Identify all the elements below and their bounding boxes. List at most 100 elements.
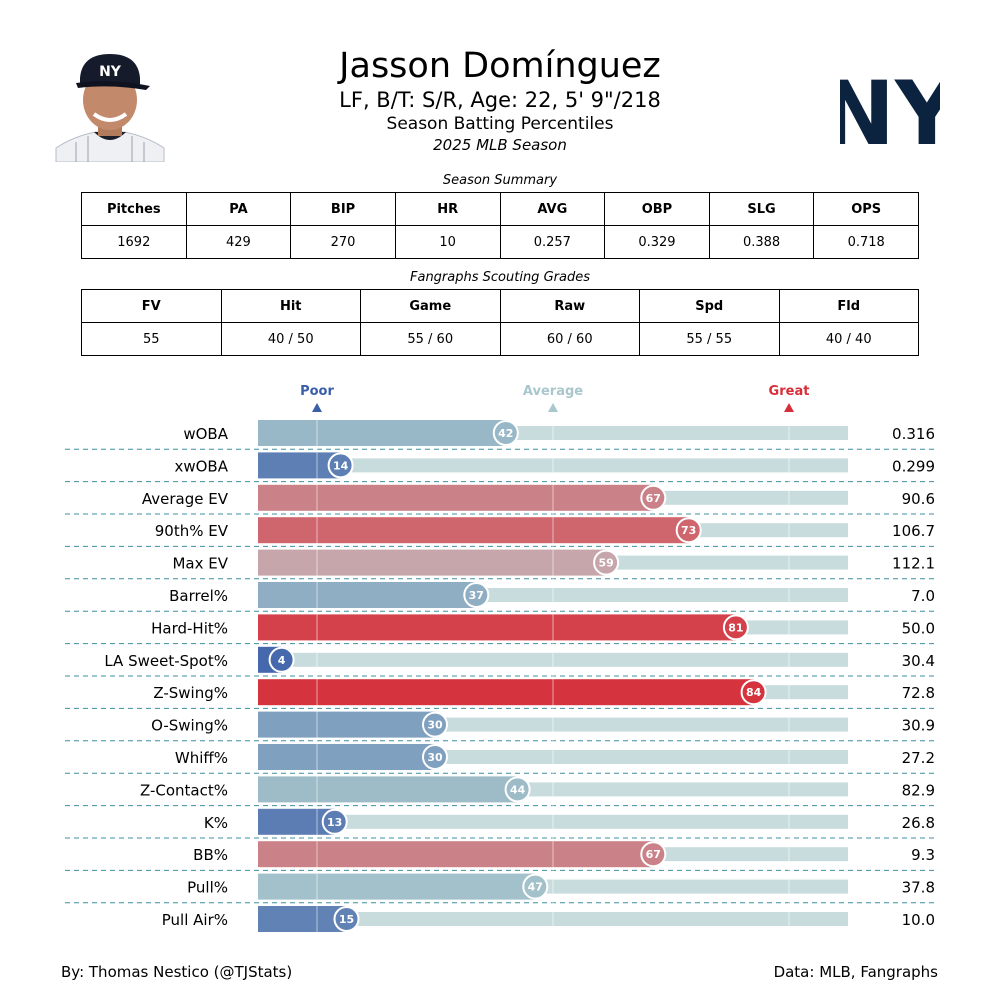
metric-label: Barrel% xyxy=(169,587,228,605)
summary-header-cell: OPS xyxy=(813,192,919,226)
percentile-bar xyxy=(258,420,506,446)
percentile-bar xyxy=(258,744,435,770)
percentile-bar xyxy=(258,776,518,803)
summary-header-cell: PA xyxy=(185,192,292,226)
summary-value-cell: 0.388 xyxy=(708,225,815,259)
scouting-value-cell: 40 / 40 xyxy=(778,322,919,356)
metric-value: 0.299 xyxy=(892,457,935,475)
metric-label: BB% xyxy=(193,846,228,864)
summary-value-cell: 10 xyxy=(394,225,501,259)
percentile-marker xyxy=(675,517,702,544)
svg-text:NY: NY xyxy=(840,62,940,160)
percentile-value-label: 42 xyxy=(498,427,513,440)
percentile-marker xyxy=(422,744,448,770)
scouting-table-caption: Fangraphs Scouting Grades xyxy=(410,270,590,285)
metric-label: K% xyxy=(204,814,228,832)
scale-marker-icon xyxy=(312,403,322,412)
percentile-marker xyxy=(522,873,549,900)
percentile-marker xyxy=(640,484,667,511)
scale-marker-icon xyxy=(548,403,558,412)
percentile-marker xyxy=(740,679,767,706)
percentile-value-label: 15 xyxy=(339,913,354,926)
percentile-value-label: 67 xyxy=(646,848,661,861)
team-logo: NY xyxy=(821,52,960,165)
chart-subtitle: Season Batting Percentiles xyxy=(386,114,614,134)
percentile-bar xyxy=(258,549,607,576)
metric-label: Z-Swing% xyxy=(153,684,228,702)
scouting-value-cell: 55 / 55 xyxy=(639,322,780,356)
metric-value: 37.8 xyxy=(902,879,935,897)
percentile-marker xyxy=(321,808,348,835)
scouting-header-cell: FV xyxy=(81,289,222,323)
metric-value: 72.8 xyxy=(902,684,935,702)
summary-header-cell: Pitches xyxy=(81,192,187,226)
summary-header-row: Pitches PA BIP HR AVG OBP SLG OPS xyxy=(81,192,919,226)
percentile-marker xyxy=(463,582,490,608)
percentile-chart: Poor Average Great wOBA 0.316 xwOBA 0.299 Avera… xyxy=(65,384,935,932)
summary-value-cell: 270 xyxy=(290,225,396,259)
summary-value-cell: 0.329 xyxy=(604,225,710,259)
percentile-value-label: 81 xyxy=(728,621,743,634)
scouting-header-cell: Raw xyxy=(499,289,640,323)
scouting-value-cell: 55 xyxy=(81,322,222,356)
metric-label: 90th% EV xyxy=(155,522,229,540)
player-headshot-image: NY xyxy=(55,54,165,163)
percentile-marker xyxy=(492,420,519,446)
percentile-value-label: 30 xyxy=(427,751,443,764)
metric-value: 26.8 xyxy=(902,814,935,832)
metric-label: Max EV xyxy=(172,555,228,573)
scale-label-poor: Poor xyxy=(300,384,334,399)
percentile-value-label: 14 xyxy=(333,459,349,472)
percentile-bar xyxy=(258,679,754,706)
summary-header-cell: OBP xyxy=(604,192,710,226)
metric-value: 7.0 xyxy=(911,587,935,605)
player-headshot: NY xyxy=(54,52,166,163)
metric-value: 27.2 xyxy=(902,749,935,767)
scale-marker-icon xyxy=(784,403,794,412)
percentile-bar xyxy=(258,711,435,738)
summary-table-caption: Season Summary xyxy=(442,173,558,188)
percentile-marker xyxy=(333,906,360,932)
scouting-header-cell: Fld xyxy=(778,289,919,323)
metric-value: 0.316 xyxy=(892,425,935,443)
season-summary-table: Pitches PA BIP HR AVG OBP SLG OPS 1692 4… xyxy=(81,192,919,259)
scouting-value-row: 55 40 / 50 55 / 60 60 / 60 55 / 55 40 / … xyxy=(81,322,919,356)
metric-value: 112.1 xyxy=(892,555,935,573)
percentile-value-label: 13 xyxy=(327,816,342,829)
percentile-value-label: 67 xyxy=(646,492,661,505)
percentile-marker xyxy=(640,841,667,868)
summary-value-cell: 0.257 xyxy=(499,225,606,259)
scouting-value-cell: 60 / 60 xyxy=(499,322,640,356)
summary-value-cell: 429 xyxy=(185,225,292,259)
metric-value: 10.0 xyxy=(902,911,935,929)
metric-value: 30.9 xyxy=(902,717,935,735)
season-label: 2025 MLB Season xyxy=(433,136,567,154)
percentile-bar xyxy=(258,452,341,479)
percentile-value-label: 59 xyxy=(598,557,613,570)
scouting-value-cell: 55 / 60 xyxy=(360,322,501,356)
percentile-value-label: 73 xyxy=(681,524,696,537)
metric-label: xwOBA xyxy=(174,457,228,475)
percentile-bar xyxy=(258,582,477,608)
metric-value: 30.4 xyxy=(902,652,935,670)
percentile-value-label: 37 xyxy=(469,589,484,602)
footer-source: Data: MLB, Fangraphs xyxy=(773,963,938,981)
metric-label: O-Swing% xyxy=(151,717,228,735)
metric-label: LA Sweet-Spot% xyxy=(104,652,228,670)
metric-value: 106.7 xyxy=(892,522,935,540)
scouting-value-cell: 40 / 50 xyxy=(220,322,361,356)
percentile-marker xyxy=(593,549,620,576)
summary-header-cell: AVG xyxy=(499,192,606,226)
percentile-bar xyxy=(258,614,736,641)
percentile-value-label: 44 xyxy=(510,783,526,796)
metric-label: Average EV xyxy=(142,490,229,508)
percentile-marker xyxy=(722,614,749,641)
scouting-grades-table: FV Hit Game Raw Spd Fld 55 40 / 50 55 / … xyxy=(81,289,919,356)
metric-label: Pull Air% xyxy=(162,911,228,929)
percentile-marker xyxy=(268,646,295,673)
scouting-header-cell: Hit xyxy=(220,289,361,323)
svg-text:NY: NY xyxy=(99,64,122,80)
metric-label: Whiff% xyxy=(175,749,228,767)
scouting-header-row: FV Hit Game Raw Spd Fld xyxy=(81,289,919,323)
summary-header-cell: SLG xyxy=(708,192,815,226)
